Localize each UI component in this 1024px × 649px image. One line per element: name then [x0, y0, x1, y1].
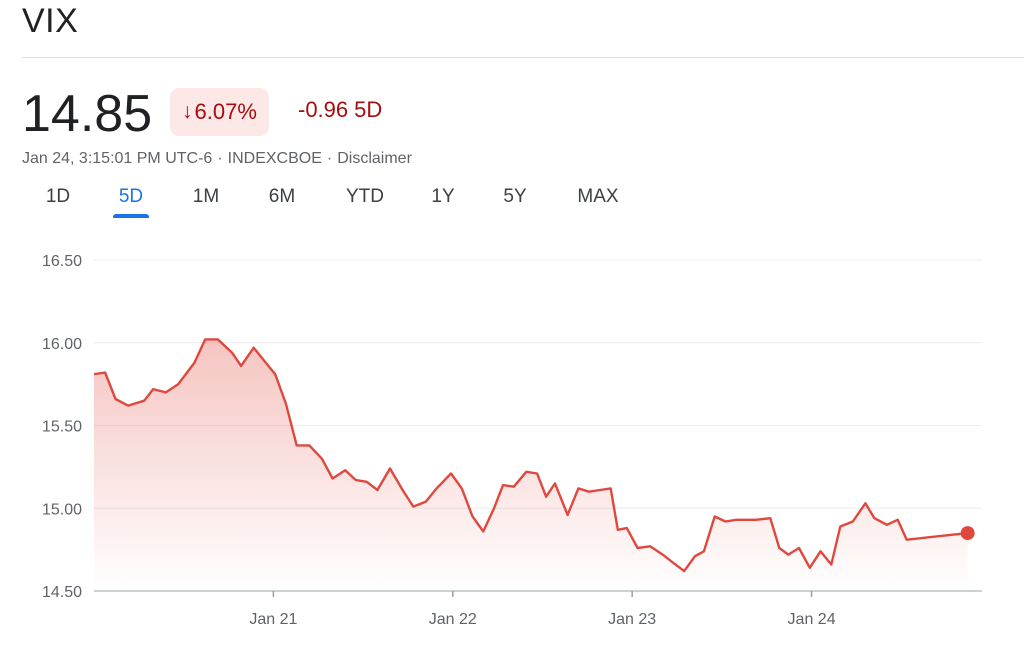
y-tick-label: 14.50 — [42, 584, 82, 601]
y-tick-label: 15.00 — [42, 501, 82, 518]
change-percent: 6.07% — [194, 99, 257, 124]
change-percent-badge: ↓ 6.07% — [170, 88, 269, 136]
y-tick-label: 16.00 — [42, 336, 82, 353]
page-title: VIX — [22, 2, 79, 40]
price-line — [93, 338, 968, 573]
price-area — [94, 339, 968, 591]
tab-5y[interactable]: 5Y — [503, 186, 527, 207]
x-tick-label: Jan 22 — [429, 611, 477, 628]
quote-meta: Jan 24, 3:15:01 PM UTC-6 · INDEXCBOE · D… — [22, 150, 412, 168]
tab-6m[interactable]: 6M — [268, 186, 296, 207]
meta-separator: · — [326, 150, 333, 167]
x-tick-label: Jan 21 — [249, 611, 297, 628]
disclaimer-link[interactable]: Disclaimer — [337, 150, 412, 167]
x-axis: Jan 21 Jan 22 Jan 23 Jan 24 — [249, 591, 836, 628]
tab-1m[interactable]: 1M — [192, 186, 220, 207]
exchange: INDEXCBOE — [227, 150, 322, 167]
tab-ytd[interactable]: YTD — [346, 186, 384, 207]
header-divider — [22, 57, 1024, 58]
active-tab-indicator — [113, 214, 149, 218]
y-tick-label: 15.50 — [42, 419, 82, 436]
change-summary: -0.96 5D — [298, 97, 382, 123]
timestamp: Jan 24, 3:15:01 PM UTC-6 — [22, 150, 213, 167]
arrow-down-icon: ↓ — [182, 100, 193, 123]
x-tick-label: Jan 24 — [788, 611, 836, 628]
tab-1y[interactable]: 1Y — [431, 186, 455, 207]
tab-max[interactable]: MAX — [577, 186, 619, 207]
current-price: 14.85 — [22, 85, 153, 143]
y-axis-ticks: 16.50 16.00 15.50 15.00 14.50 — [42, 253, 82, 601]
last-price-marker — [960, 526, 975, 541]
tab-5d[interactable]: 5D — [118, 186, 144, 207]
range-tabs: 1D 5D 1M 6M YTD 1Y 5Y MAX — [0, 186, 700, 220]
y-tick-label: 16.50 — [42, 253, 82, 270]
data-points — [93, 339, 968, 572]
change-value: -0.96 — [298, 97, 349, 122]
meta-separator: · — [217, 150, 223, 167]
x-tick-label: Jan 23 — [608, 611, 656, 628]
tab-1d[interactable]: 1D — [45, 186, 71, 207]
change-period: 5D — [354, 97, 383, 122]
